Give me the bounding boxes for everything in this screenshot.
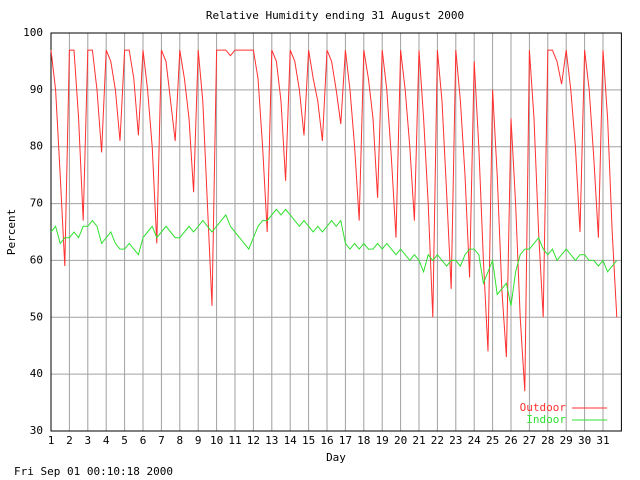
x-tick-label: 17 [339,434,352,447]
x-tick-label: 24 [468,434,482,447]
x-tick-label: 23 [449,434,462,447]
x-tick-label: 11 [228,434,241,447]
legend-label: Outdoor [520,401,567,414]
y-tick-label: 100 [23,26,43,39]
x-tick-label: 28 [541,434,554,447]
legend-label: Indoor [526,413,566,426]
x-tick-label: 18 [357,434,370,447]
series-line [50,49,618,392]
x-tick-label: 21 [412,434,425,447]
x-tick-label: 16 [320,434,333,447]
x-tick-label: 26 [504,434,517,447]
y-axis-label: Percent [5,209,18,255]
y-tick-label: 60 [30,253,43,266]
y-tick-label: 70 [30,197,43,210]
y-tick-label: 90 [30,83,43,96]
x-tick-label: 20 [394,434,407,447]
y-tick-label: 30 [30,424,43,437]
x-tick-label: 1 [48,434,55,447]
x-tick-label: 13 [265,434,278,447]
x-tick-label: 25 [486,434,499,447]
y-tick-label: 50 [30,310,43,323]
x-tick-label: 12 [247,434,260,447]
x-tick-label: 8 [176,434,183,447]
x-tick-label: 14 [284,434,298,447]
x-tick-label: 6 [140,434,147,447]
chart-title: Relative Humidity ending 31 August 2000 [206,9,464,22]
y-tick-label: 40 [30,367,43,380]
x-axis-label: Day [326,451,346,464]
y-tick-label: 80 [30,140,43,153]
x-tick-label: 9 [195,434,202,447]
x-tick-label: 29 [560,434,573,447]
x-tick-label: 19 [376,434,389,447]
x-tick-label: 22 [431,434,444,447]
x-tick-label: 27 [523,434,536,447]
x-tick-label: 15 [302,434,315,447]
x-tick-label: 3 [84,434,91,447]
footer: Fri Sep 01 00:10:18 2000 [14,465,173,478]
x-tick-label: 31 [596,434,609,447]
series-line [50,208,618,306]
x-tick-label: 30 [578,434,591,447]
x-tick-label: 7 [158,434,165,447]
x-tick-label: 4 [103,434,110,447]
x-tick-label: 2 [66,434,73,447]
x-tick-label: 5 [121,434,128,447]
x-tick-label: 10 [210,434,223,447]
